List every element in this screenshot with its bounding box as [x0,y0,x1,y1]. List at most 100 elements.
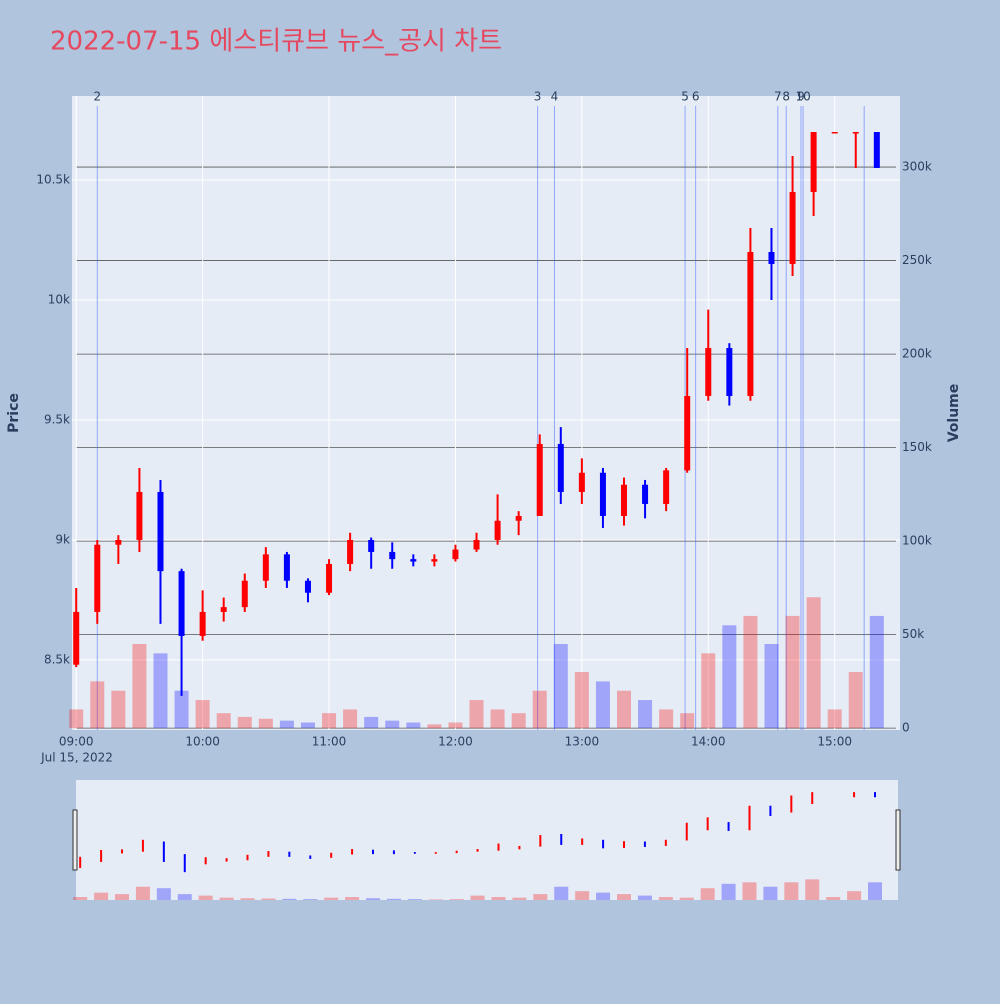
candle-body [389,551,396,560]
volume-bar-mini [240,898,255,900]
y2-tick-label: 250k [902,253,932,267]
y2-title: Volume [946,384,962,443]
event-label: 10 [795,90,810,104]
event-label: 7 [774,90,782,104]
y2-tick-label: 150k [902,440,932,454]
volume-bar-mini [366,898,381,900]
candle-body [789,191,796,264]
volume-bar [427,724,442,729]
volume-bar-mini [679,897,694,900]
x-tick-label: 11:00 [312,735,347,749]
y-tick-label: 10.5k [36,172,70,186]
volume-bar [300,722,315,729]
volume-bar-mini [554,886,569,900]
volume-bar-mini [449,899,464,900]
volume-bar-mini [198,895,213,900]
volume-bar-mini [115,894,130,900]
candle-body [578,472,585,492]
candle-body [684,395,691,471]
volume-bar [680,713,695,729]
volume-bar-mini [94,892,109,900]
volume-bar-mini [282,898,297,900]
candle-body [115,539,122,545]
y2-tick-label: 100k [902,534,932,548]
x-tick-label: 13:00 [565,735,600,749]
volume-bar [111,690,126,729]
volume-bar [743,615,758,729]
volume-bar [258,718,273,729]
candle-body [347,539,354,564]
candle-body [452,549,459,560]
volume-bar [153,653,168,729]
candle-body [768,251,775,264]
y-tick-label: 9.5k [44,412,70,426]
candle-body [304,580,311,593]
candle-body [747,251,754,396]
event-label: 8 [782,90,790,104]
volume-bar [69,709,84,729]
volume-bar [595,681,610,729]
volume-bar [132,643,147,729]
volume-bar-mini [177,894,192,900]
volume-bar-mini [219,897,234,900]
event-label: 6 [692,90,700,104]
volume-bar [385,720,400,729]
y2-tick-label: 0 [902,721,910,735]
x-date-label: Jul 15, 2022 [40,751,113,765]
volume-bar [848,672,863,729]
volume-bar [448,722,463,729]
volume-bar-mini [763,886,778,900]
event-label: 5 [681,90,689,104]
volume-bar-mini [386,898,401,900]
volume-bar-mini [596,892,611,900]
event-label: 4 [551,90,559,104]
candle-body [199,611,206,636]
volume-bar-mini [617,894,631,900]
volume-bar-mini [491,897,506,900]
y-tick-label: 9k [55,532,70,546]
candle-body [220,607,227,612]
event-label: 2 [93,90,101,104]
volume-bar [279,720,294,729]
volume-bar [827,709,842,729]
y-tick-label: 10k [48,292,70,306]
candle-body [136,491,143,540]
x-tick-label: 14:00 [691,735,726,749]
candle-body [410,559,417,562]
volume-bar [574,672,589,729]
chart-title: 2022-07-15 에스티큐브 뉴스_공시 차트 [50,27,502,57]
volume-bar-mini [575,891,590,900]
volume-bar-mini [637,895,652,900]
volume-bar-mini [345,897,360,900]
volume-bar [553,643,568,729]
candle-body [157,491,164,572]
range-slider[interactable] [76,780,898,900]
volume-bar [532,690,547,729]
volume-bar [490,709,505,729]
candle-body [726,347,733,396]
candle-body [262,554,269,581]
candle-body [241,580,248,608]
candle-body [831,131,838,134]
candle-body [852,131,859,134]
volume-bar [785,615,800,729]
candle-body [515,515,522,521]
volume-bar [237,716,252,729]
volume-bar [701,653,716,729]
candle-body [599,472,606,516]
candle-body [873,131,880,168]
volume-bar [364,716,379,729]
candle-body [705,347,712,396]
candle-body [178,571,185,636]
candle-body [621,484,627,516]
range-handle[interactable] [72,809,78,871]
event-label: 9 [797,90,805,104]
volume-bar-mini [533,894,548,900]
range-handle[interactable] [895,809,901,871]
x-tick-label: 09:00 [59,735,94,749]
volume-bar [90,681,105,729]
candle-body [473,539,480,550]
candle-body [663,470,670,504]
y2-tick-label: 300k [902,160,932,174]
